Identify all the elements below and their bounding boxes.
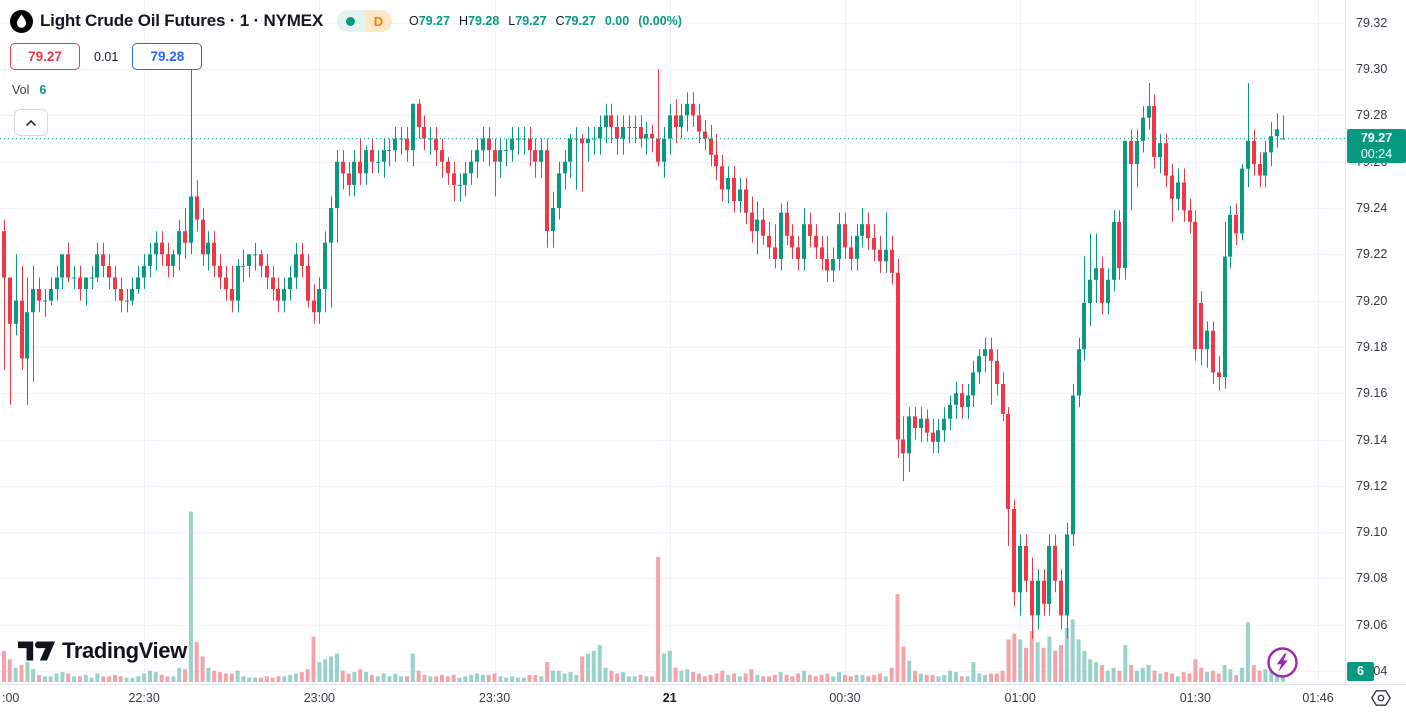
current-volume-label: 6 [1347, 661, 1374, 681]
lightning-bolt-icon [1266, 647, 1299, 683]
sell-bid-button[interactable]: 79.27 [10, 43, 80, 70]
open-label: O [408, 14, 419, 28]
symbol-legend: Light Crude Oil Futures · 1 · NYMEX D O7… [10, 9, 691, 33]
price-tick-label: 79.32 [1356, 15, 1388, 30]
price-tick-label: 79.18 [1356, 339, 1388, 354]
bar-countdown: 00:24 [1360, 146, 1393, 161]
current-price-value: 79.27 [1360, 130, 1393, 145]
time-tick-label: 22:30 [128, 691, 160, 705]
time-tick-label: 23:30 [478, 691, 511, 705]
tradingview-wordmark: TradingView [62, 637, 187, 663]
price-tick-label: 79.22 [1356, 247, 1388, 262]
candlestick-series [0, 0, 1345, 684]
spread-value: 0.01 [94, 49, 119, 64]
price-tick-label: 79.20 [1356, 293, 1388, 308]
collapse-legend-button[interactable] [14, 109, 48, 136]
price-tick-label: 79.28 [1356, 108, 1388, 123]
price-tick-label: 79.08 [1356, 571, 1388, 586]
open-value: 79.27 [418, 14, 450, 28]
ohlc-readout: O79.27 H79.28 L79.27 C79.27 0.00 (0.00%) [409, 14, 691, 28]
time-tick-label: 00:30 [829, 691, 861, 705]
change-percent: (0.00%) [638, 14, 682, 28]
chart-pane[interactable] [0, 0, 1345, 684]
current-price-label: 79.27 00:24 [1347, 128, 1406, 163]
crude-oil-symbol-icon [10, 9, 33, 33]
delayed-data-badge: D [364, 10, 392, 32]
price-tick-label: 79.06 [1356, 617, 1388, 632]
change-value: 0.00 [604, 14, 630, 28]
low-value: 79.27 [515, 14, 547, 28]
market-open-dot-icon [336, 10, 365, 32]
time-tick-label: 21 [662, 691, 677, 705]
price-scale[interactable]: 79.27 00:24 6 79.3279.3079.2879.2679.247… [1345, 0, 1406, 684]
close-label: C [555, 14, 565, 28]
price-tick-label: 79.30 [1356, 62, 1388, 77]
symbol-title[interactable]: Light Crude Oil Futures · 1 · NYMEX [40, 11, 323, 30]
chevron-up-icon [25, 114, 37, 132]
time-tick-label: 01:00 [1004, 691, 1036, 705]
price-tick-label: 79.12 [1356, 478, 1388, 493]
high-value: 79.28 [468, 14, 500, 28]
volume-value: 6 [39, 83, 47, 97]
time-tick-label: 01:46 [1302, 691, 1334, 705]
price-tick-label: 79.16 [1356, 386, 1388, 401]
close-value: 79.27 [564, 14, 596, 28]
hexagon-eye-icon [1370, 690, 1392, 712]
time-tick-label: :00 [2, 691, 20, 705]
bid-ask-row: 79.27 0.01 79.28 [10, 43, 203, 70]
high-label: H [458, 14, 469, 28]
tradingview-logo-icon [18, 637, 56, 664]
scales-settings-button[interactable] [1370, 688, 1392, 708]
time-tick-label: 01:30 [1179, 691, 1211, 705]
price-tick-label: 79.14 [1356, 432, 1388, 447]
price-tick-label: 79.10 [1356, 525, 1388, 540]
instant-trading-button[interactable] [1266, 646, 1299, 679]
volume-legend: Vol 6 [12, 83, 46, 97]
low-label: L [508, 14, 516, 28]
price-tick-label: 79.24 [1356, 201, 1388, 215]
time-scale[interactable]: :00 22:30 23:00 23:30 21 00:30 01:00 01:30 01:46 [0, 684, 1406, 712]
volume-label: Vol [12, 83, 30, 97]
buy-ask-button[interactable]: 79.28 [132, 43, 203, 70]
market-status-badge[interactable]: D [336, 10, 392, 32]
time-tick-label: 23:00 [303, 691, 335, 705]
tradingview-watermark[interactable]: TradingView [18, 637, 187, 664]
